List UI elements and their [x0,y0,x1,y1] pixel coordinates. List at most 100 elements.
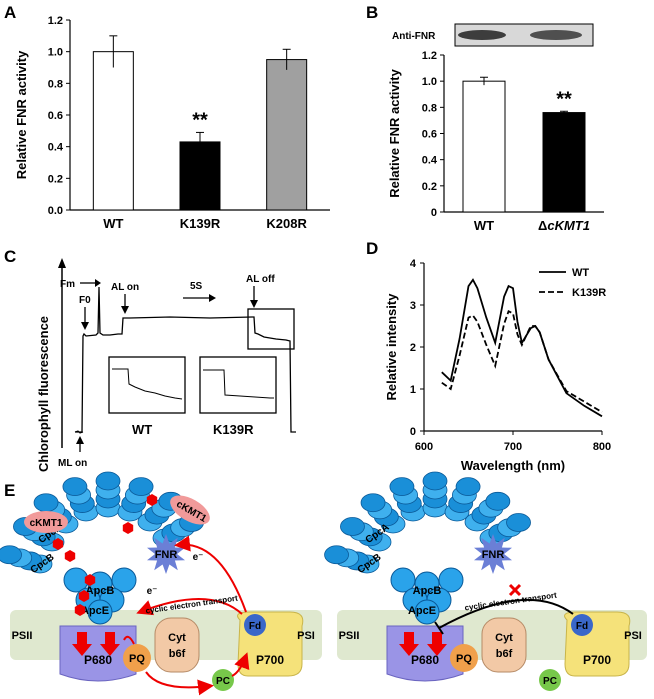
ann-time: 5S [190,281,203,292]
blot-band-wt [458,30,506,40]
y-axis-label: Relative intensity [384,293,399,401]
methyl-hexagon [84,574,96,586]
core-disc [390,567,416,593]
fd-circle [244,614,266,636]
cyt-label: Cyt [168,632,186,644]
cyclic-arrow [438,598,574,629]
ann-ml-on: ML on [58,458,87,469]
significance-mark: ** [556,88,572,110]
methyl-hexagon [52,538,64,550]
fluorescence-trace: Chlorophyll fluorescence Fm F0 AL on 5S … [36,258,296,472]
chart-a: 0.0 0.2 0.4 0.6 0.8 1.0 1.2 WT K139R ** K208R Relat… [14,15,330,231]
phycobilisome-disc [455,477,481,497]
psii-label: PSII [339,630,360,642]
apcb-label: ApcB [86,585,115,597]
blot-label: Anti-FNR [392,31,436,42]
y-tick-label: 1 [410,384,416,396]
pq-circle [123,644,151,672]
phycobilisome-disc [95,471,121,491]
phycobilisome-disc [360,493,386,513]
core-disc [111,567,137,593]
panel-label-d: D [366,239,378,258]
y-axis-label: Relative FNR activity [14,50,29,179]
cyt-label: Cyt [495,632,513,644]
light-arrow-head [100,644,120,656]
x-tick-label: ΔcKMT1 [538,218,590,233]
fd-label: Fd [576,621,588,632]
psi-label: PSI [297,630,315,642]
y-tick-label: 0 [431,207,437,219]
x-tick-label: K208R [266,216,307,231]
legend-label: K139R [572,287,606,299]
y-tick-label: 1.0 [422,76,437,88]
y-tick-label: 0.4 [422,155,438,167]
apce-label: ApcE [81,605,109,617]
b6f-label: b6f [169,648,186,660]
pq-arrow [123,635,135,645]
phycobilisome-disc [324,545,349,565]
x-tick-label: K139R [180,216,221,231]
y-tick-label: 1.2 [48,15,63,27]
x-tick-label: 600 [415,441,433,453]
p700-label: P700 [256,653,284,667]
bar [179,141,221,211]
inset-k139r-label: K139R [213,422,254,437]
p680-label: P680 [411,653,439,667]
pc-label: PC [543,676,557,687]
light-arrow [77,632,87,644]
panel-label-a: A [4,3,16,22]
blot-band-ckmt1 [530,30,582,40]
light-arrow-head [427,644,447,656]
series-line [441,278,603,418]
y-tick-label: 0.0 [48,205,63,217]
x-tick-label: WT [103,216,123,231]
cyclic-arrow [136,598,243,616]
pq-label: PQ [129,653,145,665]
pc-p700-arrow [231,652,250,677]
y-tick-label: 4 [410,258,417,270]
fd-label: Fd [249,621,261,632]
y-tick-label: 0.6 [48,110,63,122]
light-arrow [105,632,115,644]
pc-arrow [145,671,214,696]
y-tick-label: 0.8 [48,78,63,90]
c-main-trace [75,286,296,433]
panel-label-b: B [366,3,378,22]
inhibition-bar [434,621,444,635]
inset-wt-label: WT [132,422,152,437]
chart-d: 0 1 2 3 4 600 700 800 WT K139R Wavelength (nm) Rela… [384,258,611,473]
ckmt1-blob [24,511,68,533]
ckmt1-label: cKMT1 [30,518,63,529]
western-blot: Anti-FNR [392,23,594,47]
phycobilisome-disc [128,477,154,497]
c-trace-noise [74,430,84,434]
p680-label: P680 [84,653,112,667]
ann-al-off: AL off [246,274,275,285]
chart-b: 0 0.2 0.4 0.6 0.8 1.0 1.2 WT ΔcKMT1 ** Relative FN… [387,50,604,233]
apcb-label: ApcB [413,585,442,597]
light-arrow-head [399,644,419,656]
pq-circle [450,644,478,672]
c-axis-arrow [58,258,66,268]
light-arrow-head [72,644,92,656]
significance-mark: ** [192,109,208,131]
pc-label: PC [216,676,230,687]
y-tick-label: 0.6 [422,129,437,141]
core-disc [438,567,464,593]
phycobilisome-disc [485,491,511,511]
y-tick-label: 0.8 [422,102,437,114]
y-tick-label: 1.0 [48,47,63,59]
panel-label-c: C [4,247,16,266]
psi-label: PSI [624,630,642,642]
p700-label: P700 [583,653,611,667]
cyt-b6f [154,617,200,673]
methyl-hexagon [78,590,90,602]
panel-label-e: E [4,481,15,500]
bar [462,80,506,213]
ckmt1-blob [170,495,210,525]
fnr-label: FNR [155,549,178,561]
y-tick-label: 0.2 [48,173,63,185]
x-tick-label: 800 [593,441,611,453]
phycobilisome-disc [62,477,88,497]
